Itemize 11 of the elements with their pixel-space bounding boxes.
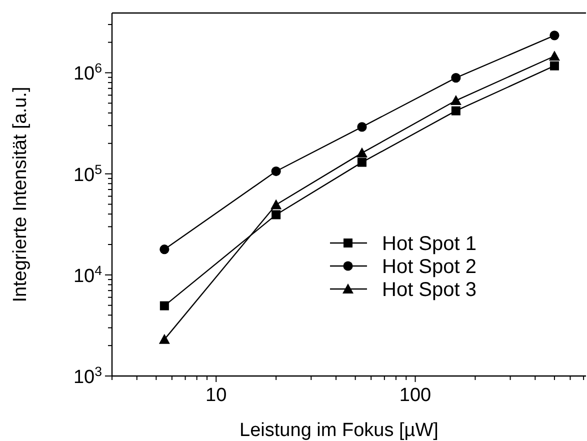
y-tick-label: 10$^{3}$ xyxy=(73,364,102,388)
x-axis-title: Leistung im Fokus [µW] xyxy=(240,420,438,441)
legend-label: Hot Spot 3 xyxy=(382,279,477,301)
legend-label: Hot Spot 1 xyxy=(382,233,477,255)
x-tick-label: 10 xyxy=(206,385,227,406)
legend-label: Hot Spot 2 xyxy=(382,256,477,278)
x-tick-label: 100 xyxy=(399,385,432,406)
y-axis-title: Integrierte Intensität [a.u.] xyxy=(10,86,31,302)
y-tick-label: 10$^{5}$ xyxy=(73,161,102,186)
y-tick-label: 10$^{6}$ xyxy=(73,60,102,85)
y-tick-label: 10$^{4}$ xyxy=(73,262,102,287)
